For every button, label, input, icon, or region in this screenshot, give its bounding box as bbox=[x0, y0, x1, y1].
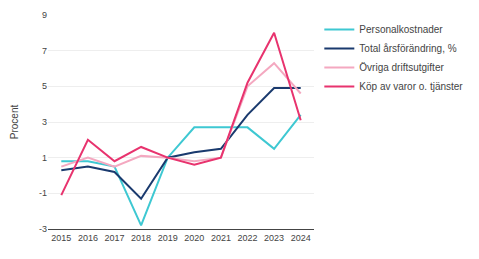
svg-text:5: 5 bbox=[42, 81, 47, 91]
svg-text:3: 3 bbox=[42, 117, 47, 127]
svg-text:Total årsförändring, %: Total årsförändring, % bbox=[359, 43, 456, 54]
svg-text:2024: 2024 bbox=[291, 233, 311, 243]
svg-text:2023: 2023 bbox=[264, 233, 284, 243]
svg-text:Personalkostnader: Personalkostnader bbox=[359, 24, 443, 35]
svg-text:Procent: Procent bbox=[9, 105, 20, 140]
svg-text:2018: 2018 bbox=[131, 233, 151, 243]
svg-text:2019: 2019 bbox=[158, 233, 178, 243]
svg-text:9: 9 bbox=[42, 10, 47, 20]
svg-text:2022: 2022 bbox=[237, 233, 257, 243]
svg-text:1: 1 bbox=[42, 153, 47, 163]
svg-text:2015: 2015 bbox=[51, 233, 71, 243]
svg-text:-1: -1 bbox=[39, 188, 47, 198]
svg-text:7: 7 bbox=[42, 46, 47, 56]
svg-text:-3: -3 bbox=[39, 224, 47, 234]
svg-text:2020: 2020 bbox=[184, 233, 204, 243]
svg-text:Övriga driftsutgifter: Övriga driftsutgifter bbox=[359, 62, 444, 73]
svg-text:2021: 2021 bbox=[211, 233, 231, 243]
svg-text:2016: 2016 bbox=[78, 233, 98, 243]
svg-text:2017: 2017 bbox=[104, 233, 124, 243]
svg-text:Köp av varor o. tjänster: Köp av varor o. tjänster bbox=[359, 81, 463, 92]
